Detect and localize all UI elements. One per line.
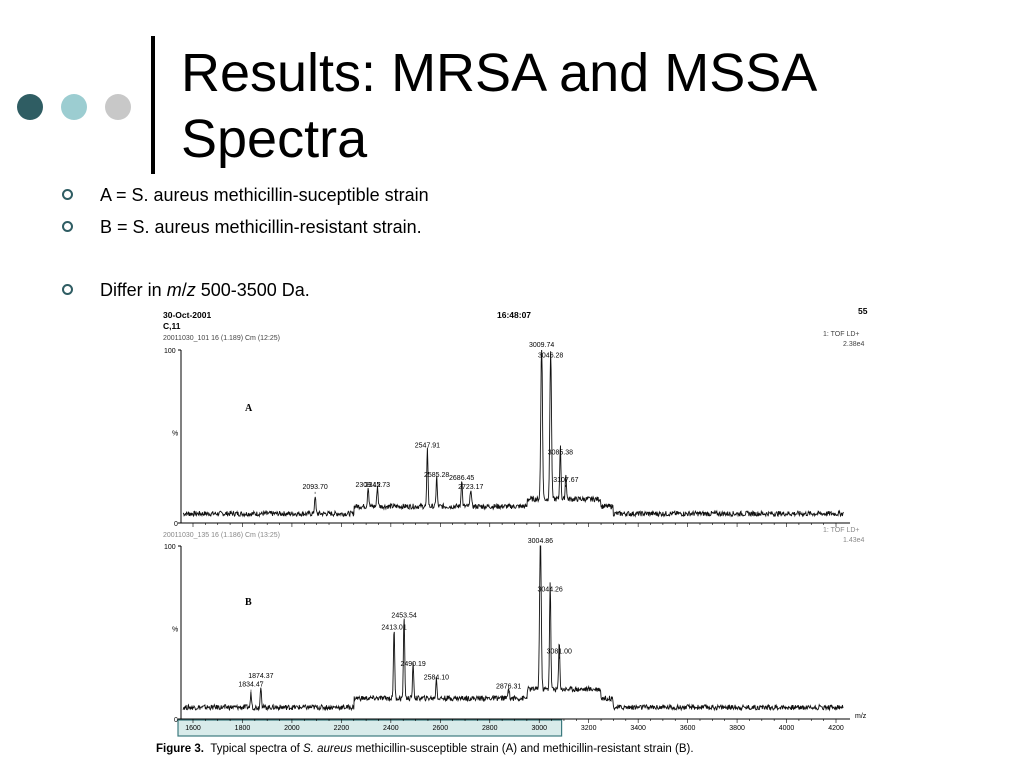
x-tick-label: 3200 <box>581 725 597 732</box>
fig-file-b: 20011030_135 16 (1.186) Cm (13:25) <box>163 532 280 539</box>
y-axis-label: % <box>172 431 178 438</box>
caption-label: Figure 3. <box>156 743 204 755</box>
fig-intensity-b: 1.43e4 <box>843 537 865 544</box>
peak-label: 2453.54 <box>391 612 416 619</box>
caption-species: S. aureus <box>303 743 353 755</box>
x-axis-label: m/z <box>855 713 867 720</box>
peak-label: 2547.91 <box>415 442 440 449</box>
x-tick-label: 2800 <box>482 725 498 732</box>
figure-caption: Figure 3. Typical spectra of S. aureus m… <box>156 742 694 756</box>
fig-page: 55 <box>858 306 868 316</box>
y-axis-label: % <box>172 627 178 634</box>
bullet-text-post: 500-3500 Da. <box>195 280 310 300</box>
title-line-1: Results: MRSA and MSSA <box>181 43 818 103</box>
slide-title: Results: MRSA and MSSA Spectra <box>181 40 1001 172</box>
y-tick-label: 0 <box>174 521 178 528</box>
x-tick-label: 4000 <box>779 725 795 732</box>
fig-time: 16:48:07 <box>497 310 531 320</box>
x-tick-label: 2600 <box>433 725 449 732</box>
peak-label: 2723.17 <box>458 484 483 491</box>
bullet-icon <box>62 284 73 295</box>
peak-label: 1834.47 <box>238 682 263 689</box>
x-tick-label: 1600 <box>185 725 201 732</box>
peak-label: 3009.74 <box>529 342 554 349</box>
x-tick-label: 2200 <box>334 725 350 732</box>
y-tick-label: 100 <box>164 348 176 355</box>
peak-label: 2345.73 <box>365 482 390 489</box>
bullet-item-b: B = S. aureus methicillin-resistant stra… <box>100 217 422 237</box>
peak-label: 3085.38 <box>548 449 573 456</box>
x-tick-label: 3800 <box>729 725 745 732</box>
peak-label: 2308.12 <box>355 482 380 489</box>
peak-label: 3046.28 <box>538 352 563 359</box>
spectrum-trace <box>182 545 844 712</box>
fig-date: 30-Oct-2001 <box>163 310 211 320</box>
x-tick-label: 3400 <box>630 725 646 732</box>
peak-label: 2585.28 <box>424 472 449 479</box>
x-tick-label: 2400 <box>383 725 399 732</box>
peak-label: 3081.00 <box>547 649 572 656</box>
caption-pre: Typical spectra of <box>210 743 304 755</box>
y-tick-label: 0 <box>174 717 178 724</box>
peak-label: 2876.31 <box>496 683 521 690</box>
peak-label: 2490.19 <box>400 661 425 668</box>
y-tick-label: 100 <box>164 544 176 551</box>
decor-dot-dark <box>17 94 43 120</box>
bullet-text-pre: Differ in <box>100 280 167 300</box>
bullet-text-slash: / <box>181 280 187 300</box>
peak-label: 3044.26 <box>538 586 563 593</box>
fig-mode-b: 1: TOF LD+ <box>823 527 860 534</box>
peak-label: 1874.37 <box>248 673 273 680</box>
fig-sample: C,11 <box>163 321 181 331</box>
panel-label: B <box>245 597 252 608</box>
peak-label: 3107.67 <box>553 477 578 484</box>
bullet-icon <box>62 189 73 200</box>
peak-label: 2093.70 <box>302 484 327 491</box>
axis-highlight-band <box>177 719 563 737</box>
decor-dot-grey <box>105 94 131 120</box>
fig-file-a: 20011030_101 16 (1.189) Cm (12:25) <box>163 335 280 342</box>
peak-label: 2584.10 <box>424 675 449 682</box>
decor-dot-light <box>61 94 87 120</box>
x-tick-label: 1800 <box>235 725 251 732</box>
x-tick-label: 3000 <box>531 725 547 732</box>
peak-label: 2413.01 <box>381 625 406 632</box>
bullet-item-a: A = S. aureus methicillin-suceptible str… <box>100 185 429 205</box>
bullet-item-differ: Differ in m/z 500-3500 Da. <box>100 279 310 301</box>
bullet-text-m: m <box>166 280 182 300</box>
fig-intensity-a: 2.38e4 <box>843 341 865 348</box>
x-tick-label: 4200 <box>828 725 844 732</box>
peak-label: 2686.45 <box>449 475 474 482</box>
panel-label: A <box>245 403 253 414</box>
spectrum-trace <box>182 349 844 518</box>
caption-post: methicillin-susceptible strain (A) and m… <box>352 743 694 755</box>
x-tick-label: 2000 <box>284 725 300 732</box>
peak-label: 3004.86 <box>528 538 553 545</box>
fig-mode-a: 1: TOF LD+ <box>823 331 860 338</box>
bullet-text-z: z <box>186 280 196 300</box>
title-divider <box>151 36 155 174</box>
x-tick-label: 3600 <box>680 725 696 732</box>
bullet-icon <box>62 221 73 232</box>
title-line-2: Spectra <box>181 109 368 169</box>
